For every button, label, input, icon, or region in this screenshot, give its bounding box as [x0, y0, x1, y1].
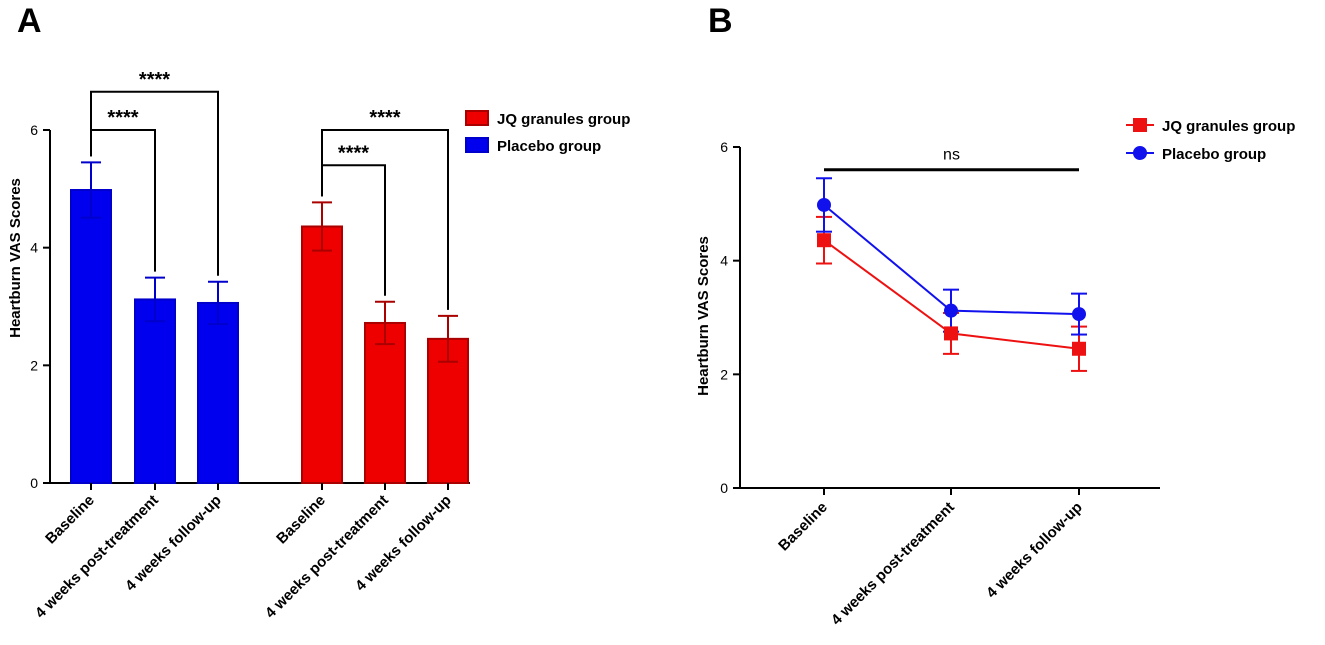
chart-a-bar — [364, 321, 406, 484]
chart-a-legend-label: JQ granules group — [497, 111, 630, 128]
chart-a-ytick-label: 0 — [30, 475, 38, 491]
chart-a-significance-bracket — [321, 129, 449, 310]
chart-b-point — [1072, 341, 1086, 356]
chart-b-significance-label: ns — [943, 147, 960, 164]
chart-a-category-label: 4 weeks post-treatment — [32, 492, 162, 622]
chart-a-bar — [301, 225, 343, 484]
chart-a-significance-bracket — [90, 129, 156, 272]
chart-b-point — [1072, 307, 1086, 322]
chart-b-legend-label: Placebo group — [1162, 146, 1266, 163]
chart-b-legend-label: JQ granules group — [1162, 118, 1295, 135]
chart-b-point — [944, 326, 958, 341]
panel-label-b: B — [708, 2, 733, 40]
chart-a-significance-bracket — [321, 164, 386, 296]
chart-a-ytick-label: 2 — [30, 357, 38, 373]
chart-b-ytick-label: 2 — [720, 366, 728, 382]
chart-b-category-label: 4 weeks post-treatment — [828, 499, 958, 629]
chart-b-point — [817, 197, 831, 212]
chart-a-ytick-label: 6 — [30, 122, 38, 138]
chart-b-legend-marker — [1133, 118, 1147, 132]
chart-a-bar — [134, 298, 176, 484]
chart-a-category-label: Baseline — [273, 492, 329, 548]
chart-a-significance-bracket — [90, 90, 219, 276]
chart-b-ytick-label: 4 — [720, 253, 728, 269]
chart-b-legend-marker — [1133, 146, 1147, 160]
chart-a-significance-label: **** — [107, 107, 138, 129]
chart-a-significance-label: **** — [369, 107, 400, 129]
chart-a-ytick-label: 4 — [30, 240, 38, 256]
chart-a-legend-swatch — [465, 110, 489, 126]
chart-a-bar — [427, 337, 469, 484]
chart-b-ytick-label: 0 — [720, 480, 728, 496]
chart-a-bar — [70, 189, 112, 484]
panel-label-a: A — [17, 2, 42, 40]
chart-b-ylabel: Heartburn VAS Scores — [695, 236, 712, 396]
chart-a-category-label: Baseline — [42, 492, 98, 548]
chart-a-legend-label: Placebo group — [497, 138, 601, 155]
chart-a-legend-swatch — [465, 137, 489, 153]
chart-b-point — [817, 233, 831, 248]
chart-b-category-label: 4 weeks follow-up — [983, 499, 1086, 602]
chart-b-point — [944, 303, 958, 318]
chart-b-category-label: Baseline — [775, 499, 831, 555]
chart-a-category-label: 4 weeks post-treatment — [262, 492, 392, 622]
chart-a-significance-label: **** — [338, 142, 369, 164]
chart-a-bar — [197, 301, 239, 484]
chart-b-ytick-label: 6 — [720, 139, 728, 155]
chart-a-ylabel: Heartburn VAS Scores — [7, 178, 24, 338]
chart-a-significance-label: **** — [139, 69, 170, 91]
